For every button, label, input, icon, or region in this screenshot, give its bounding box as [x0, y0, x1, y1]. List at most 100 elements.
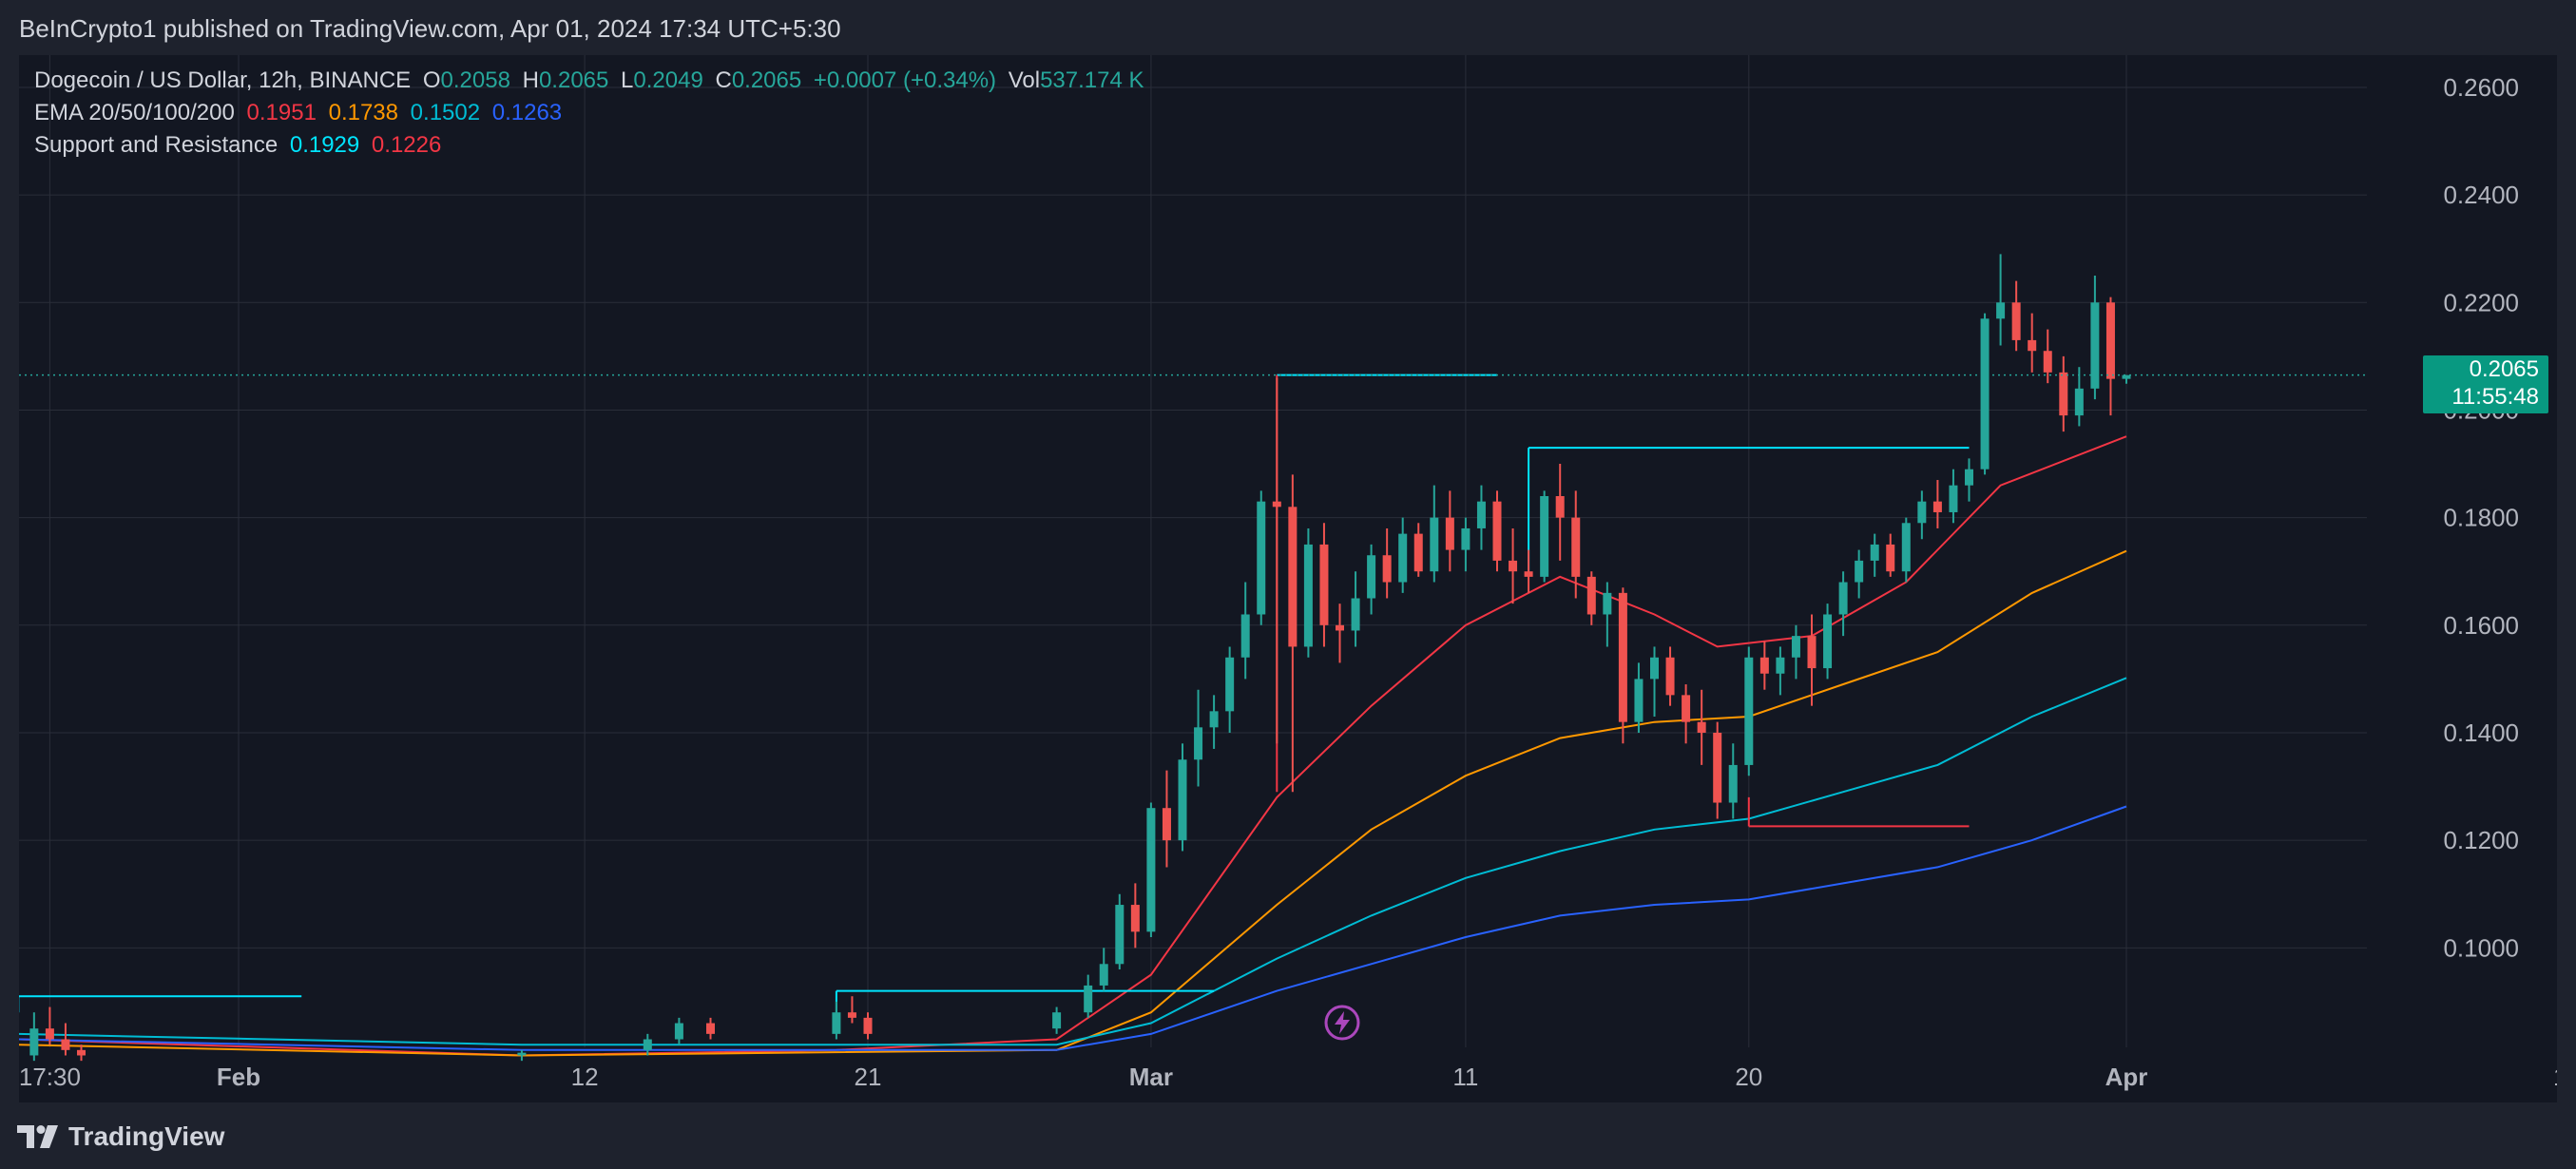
legend-sr-row[interactable]: Support and Resistance 0.1929 0.1226 — [34, 129, 1150, 162]
x-tick-label: 20 — [1735, 1063, 1762, 1091]
chart-svg[interactable]: 0.26000.24000.22000.20000.18000.16000.14… — [19, 55, 2557, 1102]
candle-body — [1886, 544, 1895, 572]
candle-body — [1823, 614, 1833, 669]
y-tick-label: 0.1000 — [2443, 933, 2519, 962]
candle-body — [1194, 727, 1203, 760]
candle-body — [1618, 592, 1627, 722]
ema-line-ema200 — [19, 805, 2127, 1051]
y-tick-label: 0.1600 — [2443, 611, 2519, 640]
candle-body — [1288, 507, 1298, 647]
legend-ema-label: EMA 20/50/100/200 — [34, 100, 235, 125]
legend-ema200: 0.1263 — [491, 100, 563, 125]
legend-ema100: 0.1502 — [410, 100, 481, 125]
candle-body — [1932, 501, 1942, 512]
plot-background — [19, 55, 2557, 1102]
candle-body — [517, 1052, 527, 1056]
candle-body — [2011, 302, 2021, 340]
candle-body — [1665, 657, 1675, 696]
candle-body — [2028, 339, 2037, 352]
candle-body — [1697, 721, 1706, 733]
candle-body — [1492, 501, 1502, 561]
candle-body — [1571, 517, 1581, 577]
candle-body — [832, 1012, 841, 1034]
candle-body — [1949, 485, 1958, 512]
legend-high: 0.2065 — [538, 67, 609, 93]
candle-body — [2105, 302, 2115, 379]
candle-body — [2059, 372, 2068, 416]
candle-body — [1398, 533, 1408, 583]
tradingview-logo-icon — [17, 1125, 58, 1148]
candle-body — [1115, 905, 1125, 965]
top-bar: BeInCrypto1 published on TradingView.com… — [0, 0, 2576, 55]
y-tick-label: 0.1800 — [2443, 504, 2519, 532]
ema-line-ema100 — [19, 677, 2127, 1046]
candle-body — [1178, 759, 1187, 841]
candle-body — [1430, 517, 1439, 572]
candle-body — [77, 1049, 86, 1056]
chart-frame[interactable]: 0.26000.24000.22000.20000.18000.16000.14… — [19, 55, 2557, 1102]
candle-body — [1130, 905, 1140, 932]
candle-body — [1162, 808, 1171, 841]
ema-line-ema50 — [19, 549, 2127, 1057]
candle-body — [1682, 695, 1691, 722]
candle-body — [2074, 388, 2084, 416]
candle-body — [1713, 732, 1722, 803]
legend-sr-label: Support and Resistance — [34, 132, 279, 158]
candle-body — [1650, 657, 1659, 680]
x-tick-label: 15 — [2553, 1063, 2557, 1091]
candle-body — [1461, 527, 1471, 550]
legend-open: 0.2058 — [440, 67, 510, 93]
tradingview-logo-text: TradingView — [68, 1121, 225, 1151]
candle-body — [1413, 533, 1423, 572]
legend-change: +0.0007 (+0.34%) — [813, 67, 997, 93]
y-tick-label: 0.2200 — [2443, 288, 2519, 316]
legend-vol-label: Vol — [1008, 67, 1041, 93]
candle-body — [1603, 592, 1612, 615]
candle-body — [1807, 636, 1817, 669]
candle-body — [1744, 657, 1754, 765]
candle-body — [1555, 496, 1565, 518]
footer: TradingView — [0, 1102, 2576, 1169]
legend-symbol[interactable]: Dogecoin / US Dollar, 12h, BINANCE — [34, 67, 412, 93]
candle-body — [1367, 555, 1376, 599]
last-price-value: 0.2065 — [2469, 355, 2539, 382]
published-info: BeInCrypto1 published on TradingView.com… — [19, 14, 841, 43]
candle-body — [1319, 544, 1329, 625]
candle-body — [1351, 598, 1360, 631]
legend-sr-support: 0.1929 — [289, 132, 360, 158]
candle-body — [1146, 808, 1156, 932]
candle-body — [1855, 560, 1864, 583]
candle-body — [45, 1028, 54, 1040]
candle-body — [1965, 469, 1973, 486]
candle-body — [1084, 985, 1093, 1013]
candle-body — [1996, 302, 2006, 319]
candle-body — [1838, 582, 1848, 615]
ema-line-ema20 — [19, 435, 2127, 1057]
legend-l-label: L — [621, 67, 634, 93]
candle-body — [2090, 302, 2100, 389]
candle-body — [2043, 351, 2052, 373]
x-tick-label: 21 — [855, 1063, 882, 1091]
candle-body — [863, 1017, 873, 1034]
candle-body — [643, 1039, 652, 1050]
candle-body — [29, 1028, 39, 1056]
legend-c-label: C — [715, 67, 732, 93]
x-tick-label: Mar — [1129, 1063, 1173, 1091]
candle-body — [706, 1023, 715, 1034]
tradingview-logo[interactable]: TradingView — [17, 1121, 224, 1152]
legend-ema-row[interactable]: EMA 20/50/100/200 0.1951 0.1738 0.1502 0… — [34, 97, 1150, 129]
candle-body — [1917, 501, 1927, 524]
lightning-icon[interactable] — [1323, 1004, 1361, 1042]
x-tick-label: Feb — [217, 1063, 260, 1091]
legend-symbol-row: Dogecoin / US Dollar, 12h, BINANCE O0.20… — [34, 65, 1150, 97]
y-tick-label: 0.2600 — [2443, 73, 2519, 102]
candle-body — [1336, 624, 1344, 631]
candle-body — [1509, 560, 1518, 572]
candle-body — [1759, 657, 1769, 674]
candle-body — [847, 1012, 856, 1018]
chart-legend: Dogecoin / US Dollar, 12h, BINANCE O0.20… — [34, 65, 1150, 162]
candle-body — [1901, 523, 1911, 572]
candle-body — [1303, 544, 1313, 647]
legend-h-label: H — [522, 67, 539, 93]
candle-body — [1099, 964, 1108, 986]
